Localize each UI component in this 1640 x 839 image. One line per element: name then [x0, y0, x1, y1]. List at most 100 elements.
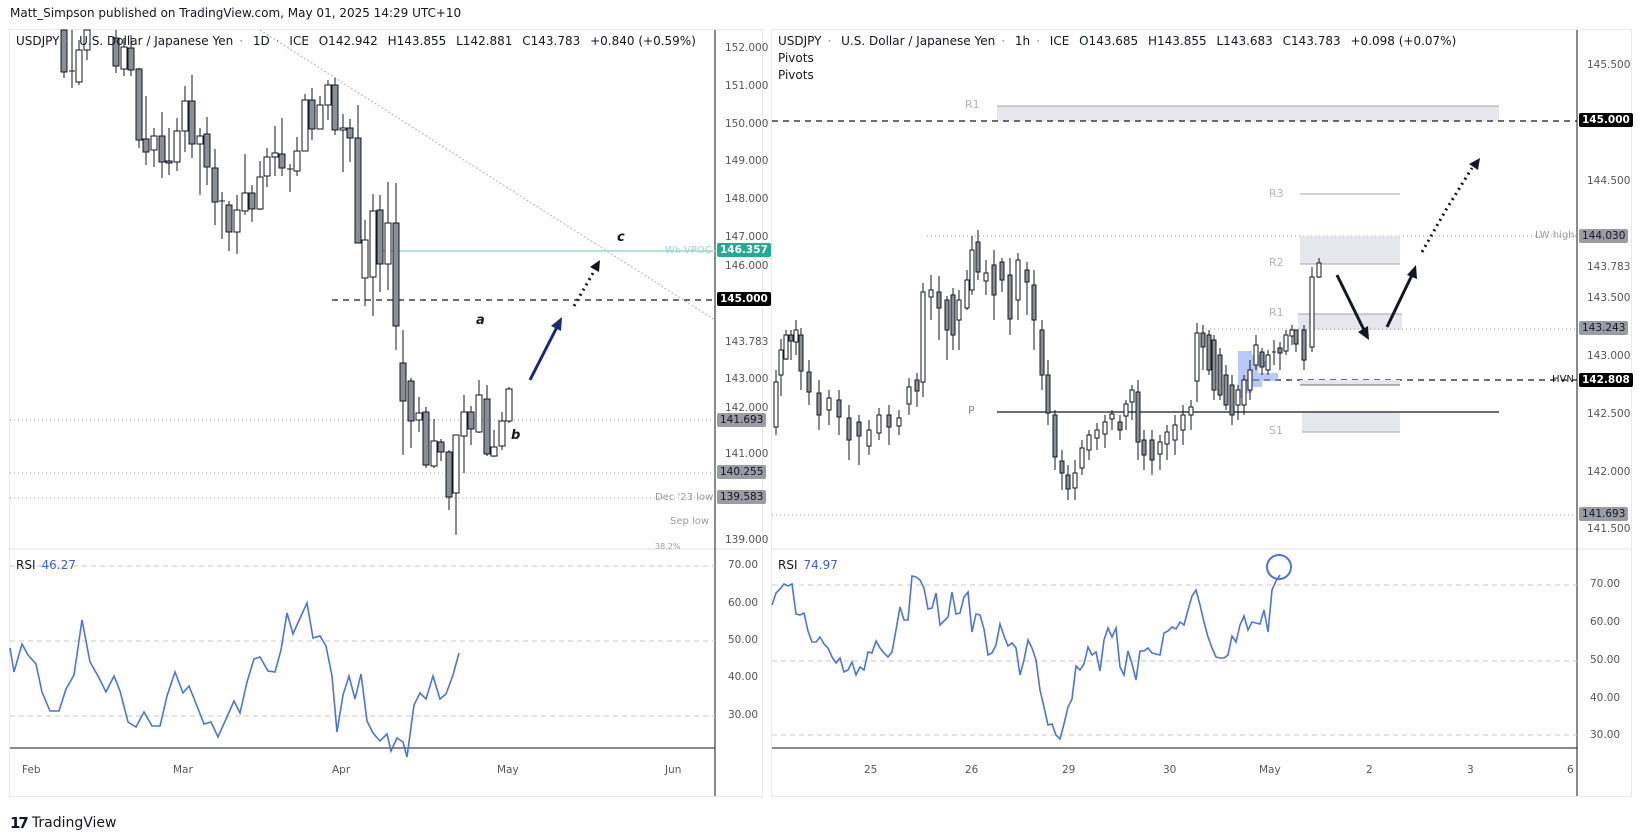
symbol[interactable]: USDJPY — [778, 34, 822, 48]
price-tick: 151.000 — [725, 80, 769, 92]
pivot-label-s1: S1 — [1269, 424, 1283, 437]
time-tick: Mar — [173, 764, 193, 776]
left-rsi-line — [9, 600, 460, 758]
symbol[interactable]: USDJPY — [16, 34, 60, 48]
tradingview-brand: TradingView — [31, 815, 117, 831]
ohlc-high: H143.855 — [387, 34, 447, 48]
ohlc-open: O142.942 — [318, 34, 378, 48]
rsi-label[interactable]: RSI — [778, 558, 798, 572]
interval[interactable]: 1h — [1014, 34, 1031, 48]
pivot-label-p: P — [968, 404, 975, 417]
indicator-pivots-2[interactable]: Pivots — [778, 68, 814, 82]
time-tick: 25 — [864, 764, 878, 776]
price-tick: 142.500 — [1587, 408, 1631, 420]
exchange: ICE — [1049, 34, 1070, 48]
wave-label-c: c — [617, 230, 625, 245]
tradingview-logo[interactable]: 17 TradingView — [10, 814, 116, 832]
price-tick: 139.000 — [725, 534, 769, 546]
right-chart-canvas — [771, 30, 1631, 796]
ohlc-close: C143.783 — [1282, 34, 1341, 48]
left-chart[interactable]: USDJPY · U.S. Dollar / Japanese Yen · 1D · … — [9, 29, 771, 796]
instrument-name: U.S. Dollar / Japanese Yen — [79, 34, 234, 48]
hourly-candles — [773, 230, 1322, 500]
price-tick: 143.500 — [1587, 292, 1631, 304]
price-tick: 143.000 — [1587, 350, 1631, 362]
level-145-price-tag: 145.000 — [717, 292, 771, 306]
time-tick: 3 — [1467, 764, 1474, 776]
time-tick: 30 — [1163, 764, 1177, 776]
price-change: +0.840 (+0.59%) — [590, 34, 696, 48]
wk-vpoc-label: Wk VPOC — [665, 245, 712, 256]
sep-low-price-tag: 139.583 — [717, 490, 767, 504]
right-chart-frame — [771, 29, 1632, 797]
left-chart-canvas — [9, 29, 762, 796]
right-chart-legend: USDJPY · U.S. Dollar / Japanese Yen · 1h · … — [778, 34, 1457, 48]
rsi-tick: 50.00 — [1590, 654, 1621, 666]
pivot-label-r1: R1 — [1269, 306, 1284, 319]
right-rsi-line — [771, 574, 1281, 741]
ohlc-high: H143.855 — [1148, 34, 1207, 48]
price-change: +0.098 (+0.07%) — [1350, 34, 1457, 48]
time-tick: May — [1259, 764, 1281, 776]
time-tick: 26 — [965, 764, 979, 776]
time-tick: 2 — [1366, 764, 1373, 776]
rsi-tick: 60.00 — [728, 597, 759, 609]
level-141693-price-tag: 141.693 — [717, 413, 767, 427]
rsi-tick: 70.00 — [728, 559, 759, 571]
price-tick: 142.000 — [1587, 466, 1631, 478]
price-tick: 141.500 — [1587, 523, 1631, 535]
interval[interactable]: 1D — [252, 34, 270, 48]
left-rsi-legend: RSI 46.27 — [16, 558, 82, 572]
pivot-label-r2: R2 — [1269, 256, 1284, 269]
exchange: ICE — [289, 34, 309, 48]
dec23-low-price-tag: 140.255 — [717, 465, 767, 479]
rsi-tick: 30.00 — [728, 709, 759, 721]
indicator-pivots-1[interactable]: Pivots — [778, 51, 814, 65]
ohlc-low: L142.881 — [456, 34, 513, 48]
hvn-label: HVN — [1552, 374, 1574, 385]
rsi-tick: 40.00 — [728, 671, 759, 683]
price-tick: 143.000 — [725, 373, 769, 385]
hvn-price-tag: 142.808 — [1579, 373, 1633, 387]
wave-label-a: a — [476, 313, 485, 328]
price-tick: 150.000 — [725, 118, 769, 130]
ohlc-close: C143.783 — [522, 34, 581, 48]
wave-label-b: b — [511, 428, 521, 443]
r1-price-tag: 143.243 — [1579, 321, 1629, 335]
price-tick: 143.783 — [725, 336, 769, 348]
price-tick: 148.000 — [725, 193, 769, 205]
rsi-tick: 60.00 — [1590, 616, 1621, 628]
lw-high-price-tag: 144.030 — [1579, 229, 1629, 243]
time-tick: May — [497, 764, 519, 776]
rsi-tick: 70.00 — [1590, 578, 1621, 590]
instrument-name: U.S. Dollar / Japanese Yen — [841, 34, 996, 48]
sep-low-label: Sep low — [670, 516, 710, 527]
tradingview-logo-icon: 17 — [10, 814, 29, 832]
price-tick: 145.500 — [1587, 59, 1631, 71]
price-tick: 152.000 — [725, 42, 769, 54]
fib-label: 38.2% — [655, 542, 681, 551]
ohlc-low: L143.683 — [1216, 34, 1273, 48]
pivot-label-r3: R3 — [1269, 187, 1284, 200]
price-tick: 143.783 — [1587, 261, 1631, 273]
time-tick: Jun — [665, 764, 682, 776]
price-tick: 146.000 — [725, 260, 769, 272]
level-141693-price-tag: 141.693 — [1579, 507, 1629, 521]
lw-high-label: LW high — [1535, 230, 1575, 241]
rsi-label[interactable]: RSI — [16, 558, 36, 572]
left-chart-legend: USDJPY · U.S. Dollar / Japanese Yen · 1D · … — [16, 34, 696, 48]
rsi-tick: 40.00 — [1590, 692, 1621, 704]
right-chart[interactable]: USDJPY · U.S. Dollar / Japanese Yen · 1h · … — [771, 30, 1633, 796]
price-tick: 141.000 — [725, 448, 769, 460]
time-tick: Apr — [332, 764, 351, 776]
dec23-low-label: Dec '23 low — [655, 492, 714, 503]
time-tick: 6 — [1567, 764, 1574, 776]
price-tick: 149.000 — [725, 155, 769, 167]
price-tick: 147.000 — [725, 231, 769, 243]
publisher-header: Matt_Simpson published on TradingView.co… — [10, 6, 462, 20]
rsi-tick: 50.00 — [728, 634, 759, 646]
rsi-value: 74.97 — [803, 558, 838, 572]
price-tick: 144.500 — [1587, 175, 1631, 187]
ohlc-open: O143.685 — [1079, 34, 1139, 48]
wk-vpoc-price-tag: 146.357 — [717, 243, 771, 257]
